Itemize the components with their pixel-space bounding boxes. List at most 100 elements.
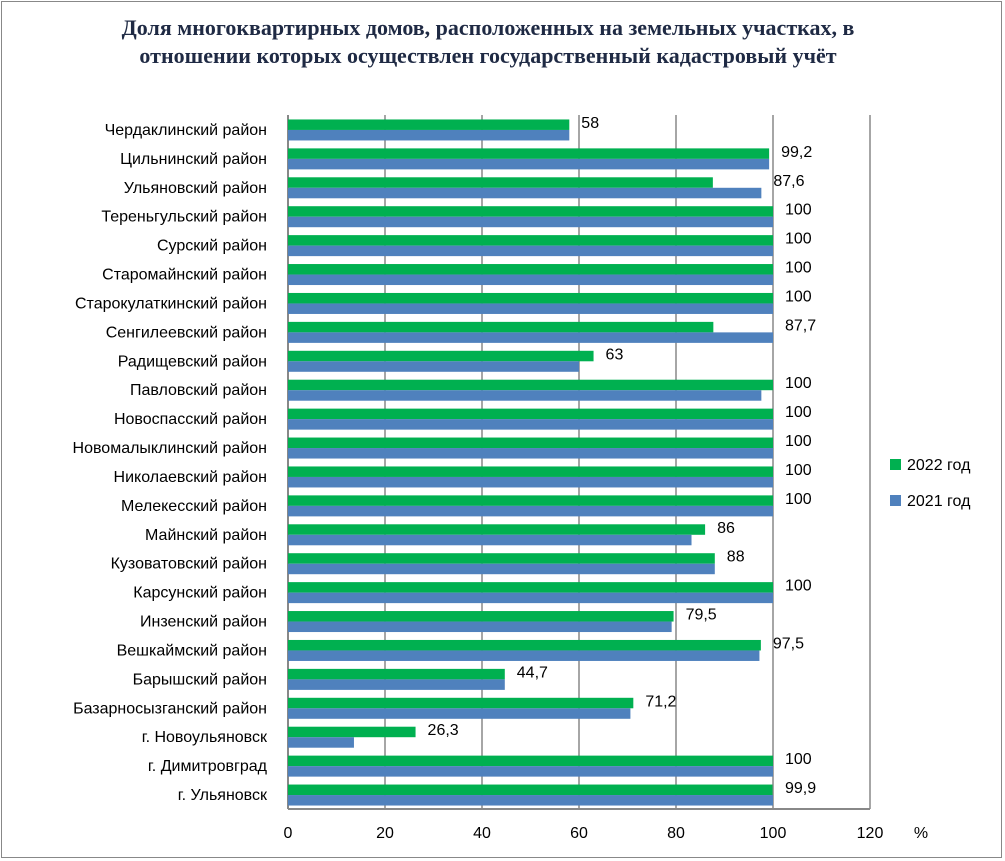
category-label: Новомалыклинский район: [73, 440, 267, 457]
bar-2021: [288, 390, 762, 401]
data-label: 100: [785, 288, 812, 305]
category-label: Чердаклинский район: [105, 122, 267, 139]
data-label: 86: [717, 520, 735, 537]
data-label: 79,5: [686, 607, 717, 624]
bar-2022: [288, 119, 570, 130]
x-tick-label: 40: [473, 825, 491, 842]
bar-2021: [288, 708, 631, 719]
data-label: 71,2: [645, 693, 676, 710]
data-label: 99,2: [781, 144, 812, 161]
bar-2021: [288, 592, 773, 604]
bar-2022: [288, 668, 505, 680]
data-label: 87,7: [785, 317, 816, 334]
data-label: 88: [727, 549, 745, 566]
category-label: Старокулаткинский район: [75, 295, 267, 312]
bar-2021: [288, 476, 773, 488]
category-label: Николаевский район: [114, 469, 267, 486]
bar-2022: [288, 350, 594, 362]
bar-2022: [288, 148, 770, 159]
category-label: Вешкаймский район: [117, 642, 267, 659]
bar-2021: [288, 274, 773, 286]
bar-2021: [288, 187, 762, 199]
bar-2022: [288, 726, 416, 738]
bar-2022: [288, 553, 715, 564]
category-label: Новоспасский район: [114, 411, 267, 428]
category-label: г. Ульяновск: [178, 787, 268, 804]
bar-2021: [288, 766, 773, 777]
data-label: 44,7: [517, 664, 548, 681]
bar-2021: [288, 158, 770, 170]
data-label: 100: [785, 260, 812, 277]
category-label: Карсунский район: [133, 585, 267, 602]
x-tick-label: 0: [284, 825, 293, 842]
bar-2021: [288, 303, 773, 314]
bar-2021: [288, 795, 773, 806]
category-label: Сурский район: [157, 238, 267, 255]
category-label: г. Димитровград: [148, 758, 268, 775]
data-label: 100: [785, 578, 812, 595]
bar-2022: [288, 611, 674, 622]
bar-2022: [288, 321, 714, 333]
legend-swatch: [890, 459, 901, 470]
bar-2021: [288, 129, 570, 141]
category-label: Майнский район: [145, 527, 267, 544]
bar-2021: [288, 332, 773, 343]
bar-2021: [288, 679, 505, 690]
data-label: 100: [785, 375, 812, 392]
bar-2022: [288, 292, 773, 304]
data-label: 100: [785, 433, 812, 450]
bar-2022: [288, 379, 773, 391]
x-tick-label: 20: [376, 825, 394, 842]
category-label: Цильнинский район: [120, 151, 267, 168]
data-label: 100: [785, 404, 812, 421]
bar-2022: [288, 466, 773, 477]
category-label: Инзенский район: [140, 614, 267, 631]
legend-swatch: [890, 495, 901, 506]
data-label: 26,3: [428, 722, 459, 739]
data-label: 87,6: [773, 173, 804, 190]
data-label: 99,9: [785, 780, 816, 797]
data-label: 58: [581, 115, 599, 132]
x-tick-label: 120: [857, 825, 884, 842]
bar-2021: [288, 737, 354, 748]
bar-2021: [288, 448, 773, 459]
bar-2022: [288, 206, 773, 217]
bar-2021: [288, 650, 760, 661]
data-label: 97,5: [773, 635, 804, 652]
bar-2022: [288, 639, 761, 651]
bar-2021: [288, 245, 773, 257]
bar-2022: [288, 408, 773, 420]
category-label: Ульяновский район: [124, 180, 267, 197]
bar-2022: [288, 755, 773, 767]
legend-label: 2021 год: [907, 493, 971, 510]
category-label: Павловский район: [130, 382, 267, 399]
bar-2021: [288, 534, 692, 546]
data-label: 100: [785, 751, 812, 768]
x-tick-label: 100: [760, 825, 787, 842]
category-label: Старомайнский район: [102, 267, 267, 284]
data-label: 100: [785, 491, 812, 508]
x-tick-label: 60: [570, 825, 588, 842]
bar-2022: [288, 784, 773, 796]
bar-2022: [288, 524, 706, 535]
category-label: Барышский район: [133, 671, 267, 688]
bar-2021: [288, 563, 715, 575]
bar-2022: [288, 697, 634, 709]
chart-title: Доля многоквартирных домов, расположенны…: [121, 15, 855, 68]
category-label: Тереньгульский район: [101, 209, 267, 226]
category-label: Кузоватовский район: [111, 556, 267, 573]
legend-label: 2022 год: [907, 457, 971, 474]
data-label: 100: [785, 462, 812, 479]
bar-2021: [288, 361, 579, 372]
x-tick-label: 80: [667, 825, 685, 842]
bar-2021: [288, 419, 773, 430]
category-label: г. Новоульяновск: [142, 729, 268, 746]
category-label: Сенгилеевский район: [106, 324, 267, 341]
data-label: 100: [785, 202, 812, 219]
bar-2022: [288, 177, 713, 188]
bar-2022: [288, 264, 773, 275]
x-axis-label: %: [914, 825, 928, 842]
category-label: Радищевский район: [118, 353, 267, 370]
